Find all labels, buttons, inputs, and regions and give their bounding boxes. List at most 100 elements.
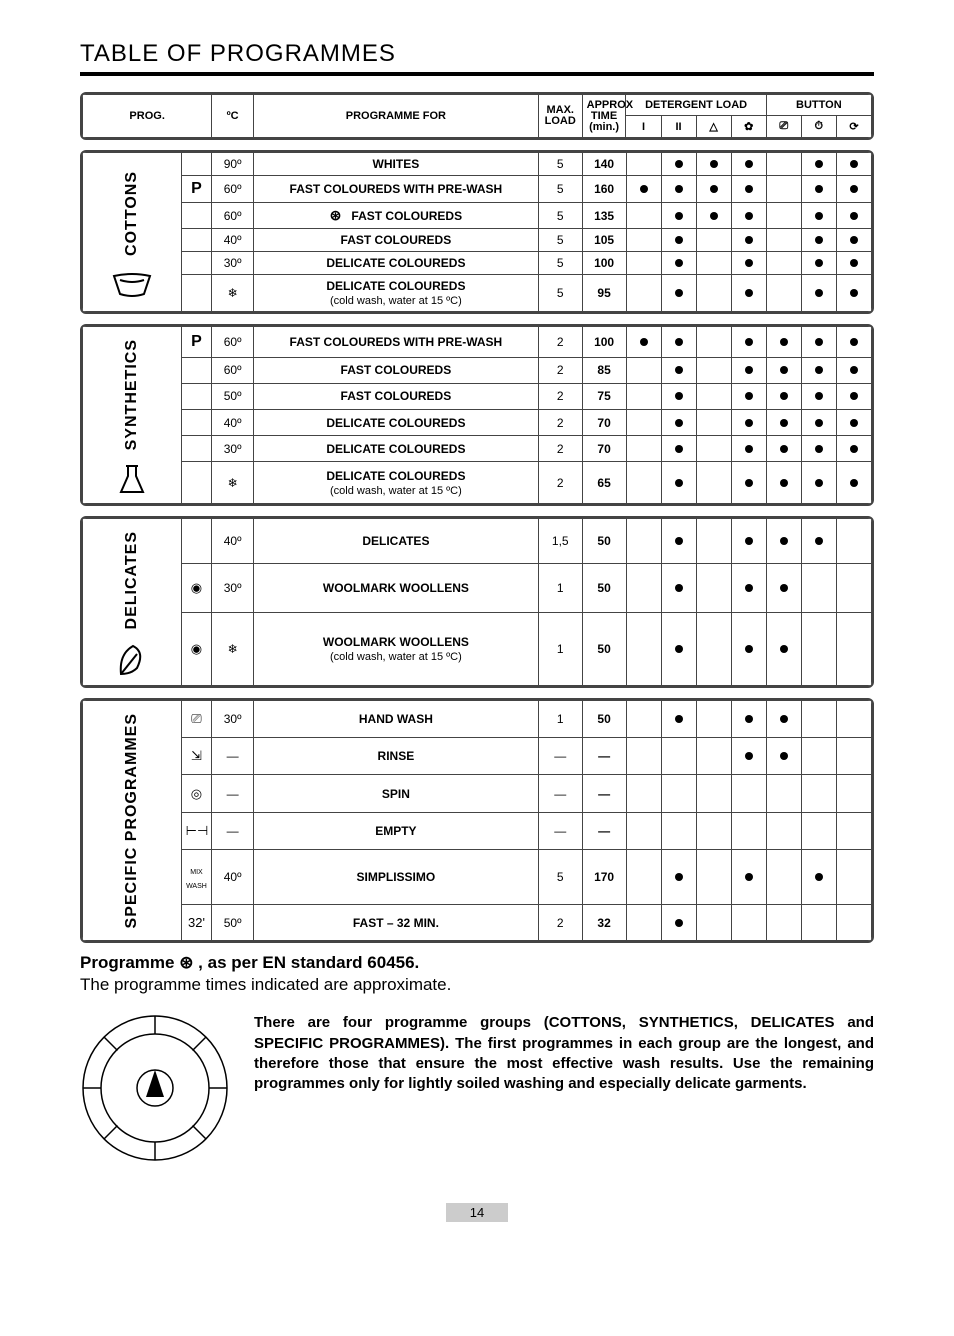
row-detergent-1 [626, 275, 661, 312]
row-programme-name: WHITES [373, 157, 420, 171]
row-detergent-1 [626, 564, 661, 613]
row-time: 70 [582, 409, 626, 435]
footer-line1: Programme ⊛ , as per EN standard 60456. [80, 953, 874, 973]
row-button-3 [836, 436, 871, 462]
row-detergent-1 [626, 252, 661, 275]
row-sub-icon: ◎ [181, 775, 212, 812]
row-detergent-4 [731, 176, 766, 203]
row-detergent-2 [661, 275, 696, 312]
row-detergent-4 [731, 153, 766, 176]
row-button-1 [766, 383, 801, 409]
row-sub-icon [181, 153, 212, 176]
row-sub-icon: P [181, 176, 212, 203]
hdr-b1: ⎚ [766, 116, 801, 138]
group-table: DELICATES40ºDELICATES1,550◉30ºWOOLMARK W… [82, 518, 872, 685]
row-detergent-1 [626, 519, 661, 564]
row-button-3 [836, 700, 871, 737]
row-sub-icon [181, 252, 212, 275]
row-detergent-4 [731, 229, 766, 252]
row-temp: 60º [212, 357, 254, 383]
row-time: 32 [582, 905, 626, 941]
row-button-2 [801, 153, 836, 176]
row-max-load: 5 [538, 203, 582, 229]
row-time: 50 [582, 613, 626, 685]
row-button-1 [766, 409, 801, 435]
row-detergent-2 [661, 700, 696, 737]
row-max-load: 5 [538, 252, 582, 275]
row-button-2 [801, 700, 836, 737]
hdr-time: APPROX TIME (min.) [582, 95, 626, 138]
row-temp: — [212, 775, 254, 812]
row-sub-icon [181, 409, 212, 435]
row-detergent-2 [661, 203, 696, 229]
row-detergent-3 [696, 203, 731, 229]
header-table: PROG. ºC PROGRAMME FOR MAX. LOAD APPROX … [82, 94, 872, 138]
row-detergent-2 [661, 357, 696, 383]
row-time: 100 [582, 252, 626, 275]
row-temp: 40º [212, 519, 254, 564]
row-time: 160 [582, 176, 626, 203]
row-max-load: 5 [538, 176, 582, 203]
programme-dial-icon [80, 1013, 230, 1163]
row-programme-for: HAND WASH [253, 700, 538, 737]
row-button-1 [766, 252, 801, 275]
row-button-1 [766, 436, 801, 462]
row-detergent-3 [696, 383, 731, 409]
row-detergent-3 [696, 564, 731, 613]
group-label-cell: DELICATES [83, 519, 182, 685]
row-max-load: 1,5 [538, 519, 582, 564]
row-detergent-3 [696, 176, 731, 203]
row-detergent-3 [696, 850, 731, 905]
row-programme-for: FAST COLOUREDS WITH PRE-WASH [253, 176, 538, 203]
row-detergent-1 [626, 905, 661, 941]
title-rule [80, 72, 874, 76]
row-detergent-1 [626, 176, 661, 203]
row-programme-for: FAST COLOUREDS [253, 357, 538, 383]
row-detergent-3 [696, 252, 731, 275]
row-detergent-2 [661, 252, 696, 275]
row-temp: — [212, 812, 254, 849]
footer-line2: The programme times indicated are approx… [80, 975, 874, 995]
table-row: 40ºDELICATE COLOUREDS270 [83, 409, 872, 435]
row-max-load: 5 [538, 229, 582, 252]
row-programme-for: DELICATES [253, 519, 538, 564]
row-button-3 [836, 409, 871, 435]
table-row: ◎—SPIN—— [83, 775, 872, 812]
row-detergent-4 [731, 775, 766, 812]
table-row: ◉30ºWOOLMARK WOOLLENS150 [83, 564, 872, 613]
row-programme-for: FAST COLOUREDS [253, 383, 538, 409]
row-programme-sub: (cold wash, water at 15 ºC) [330, 295, 462, 307]
table-row: ◉❄WOOLMARK WOOLLENS(cold wash, water at … [83, 613, 872, 685]
row-time: — [582, 775, 626, 812]
row-button-1 [766, 229, 801, 252]
row-programme-for: WHITES [253, 153, 538, 176]
row-sub-icon: 32' [181, 905, 212, 941]
row-temp: ❄ [212, 275, 254, 312]
group-label: COTTONS [121, 163, 143, 264]
row-time: — [582, 738, 626, 775]
row-button-1 [766, 203, 801, 229]
row-time: 135 [582, 203, 626, 229]
group-label-cell: COTTONS [83, 153, 182, 312]
row-button-3 [836, 564, 871, 613]
row-button-3 [836, 613, 871, 685]
row-detergent-4 [731, 383, 766, 409]
row-detergent-4 [731, 462, 766, 504]
row-detergent-1 [626, 613, 661, 685]
row-programme-for: ⊛ FAST COLOUREDS [253, 203, 538, 229]
row-button-1 [766, 564, 801, 613]
row-detergent-3 [696, 812, 731, 849]
table-row: 60º⊛ FAST COLOUREDS5135 [83, 203, 872, 229]
row-detergent-3 [696, 409, 731, 435]
row-programme-name: HAND WASH [359, 712, 433, 726]
star-icon: ⊛ [330, 207, 342, 223]
row-programme-name: FAST COLOUREDS [341, 389, 452, 403]
row-button-3 [836, 812, 871, 849]
row-detergent-1 [626, 357, 661, 383]
row-time: 95 [582, 275, 626, 312]
row-button-3 [836, 738, 871, 775]
row-time: 75 [582, 383, 626, 409]
hdr-d3: △ [696, 116, 731, 138]
table-row: SPECIFIC PROGRAMMES⎚30ºHAND WASH150 [83, 700, 872, 737]
row-detergent-4 [731, 357, 766, 383]
